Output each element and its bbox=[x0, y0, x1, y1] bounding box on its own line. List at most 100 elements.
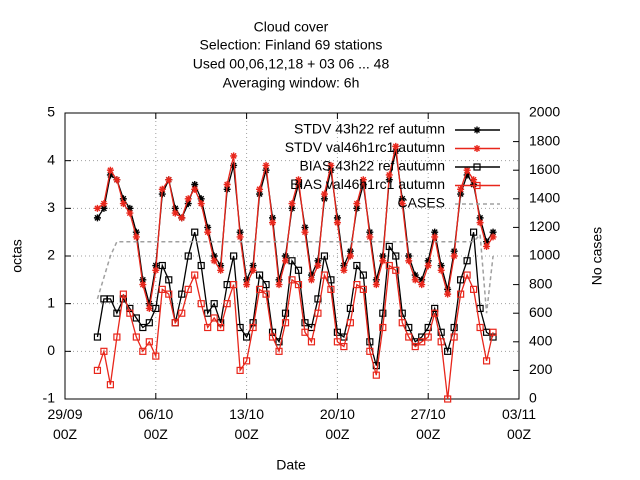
marker bbox=[262, 281, 270, 289]
marker bbox=[100, 347, 108, 355]
marker bbox=[463, 166, 471, 174]
marker bbox=[301, 228, 309, 236]
marker bbox=[483, 242, 491, 250]
chart-title: Averaging window: 6h bbox=[223, 75, 360, 91]
marker bbox=[171, 319, 179, 327]
marker bbox=[152, 266, 160, 274]
marker bbox=[210, 314, 218, 322]
marker bbox=[463, 171, 471, 179]
x-tick-label: 13/10 00Z bbox=[229, 406, 265, 442]
plot-frame bbox=[64, 112, 520, 400]
marker bbox=[405, 257, 413, 265]
marker bbox=[476, 219, 484, 227]
marker bbox=[139, 323, 147, 332]
marker bbox=[255, 271, 264, 279]
marker bbox=[327, 285, 335, 293]
marker bbox=[372, 281, 380, 289]
y2-tick-label: 600 bbox=[529, 304, 553, 320]
marker bbox=[489, 233, 497, 241]
marker bbox=[392, 142, 400, 150]
marker bbox=[282, 257, 290, 265]
marker bbox=[249, 266, 257, 274]
legend-label: STDV 43h22 ref autumn bbox=[294, 121, 445, 137]
marker bbox=[197, 300, 205, 308]
marker bbox=[165, 276, 173, 284]
marker bbox=[320, 190, 328, 198]
marker bbox=[230, 161, 238, 169]
marker bbox=[372, 371, 380, 379]
marker bbox=[243, 333, 251, 341]
marker bbox=[418, 338, 426, 346]
marker bbox=[158, 185, 166, 193]
marker bbox=[489, 228, 497, 236]
marker bbox=[126, 209, 134, 217]
marker bbox=[320, 252, 329, 260]
marker bbox=[431, 233, 439, 241]
marker bbox=[366, 347, 374, 355]
marker bbox=[217, 266, 225, 274]
marker bbox=[191, 271, 199, 279]
marker bbox=[307, 276, 315, 284]
marker bbox=[119, 195, 127, 203]
marker bbox=[106, 381, 115, 389]
marker bbox=[100, 200, 108, 208]
marker bbox=[165, 290, 173, 298]
marker bbox=[411, 276, 419, 284]
marker bbox=[191, 228, 199, 236]
marker bbox=[197, 261, 205, 270]
marker bbox=[275, 338, 283, 346]
marker bbox=[457, 290, 465, 298]
series-line bbox=[96, 231, 494, 366]
marker bbox=[262, 290, 270, 298]
marker bbox=[119, 290, 127, 298]
marker bbox=[489, 328, 497, 336]
marker bbox=[463, 257, 471, 265]
marker bbox=[106, 171, 114, 179]
x-tick-label: 03/11 00Z bbox=[502, 406, 536, 442]
marker bbox=[171, 209, 179, 217]
y2-tick-label: 1600 bbox=[529, 161, 560, 177]
marker bbox=[281, 319, 290, 327]
marker bbox=[132, 314, 140, 322]
marker bbox=[106, 295, 115, 303]
marker bbox=[411, 342, 419, 351]
marker bbox=[204, 223, 212, 231]
x-tick-label: 27/10 00Z bbox=[410, 406, 446, 442]
marker bbox=[269, 219, 277, 227]
marker bbox=[268, 333, 277, 341]
marker bbox=[255, 285, 264, 293]
legend-label: STDV val46h1rc1 autumn bbox=[285, 139, 445, 155]
marker bbox=[418, 281, 426, 289]
marker bbox=[281, 309, 290, 317]
marker bbox=[379, 257, 387, 265]
marker bbox=[139, 281, 147, 289]
marker bbox=[431, 304, 439, 313]
marker bbox=[405, 333, 413, 341]
marker bbox=[191, 181, 199, 188]
marker bbox=[307, 338, 316, 346]
legend-label: BIAS val46h1rc1 autumn bbox=[290, 176, 445, 192]
marker bbox=[197, 195, 205, 203]
y2-tick-label: 2000 bbox=[529, 104, 560, 120]
marker bbox=[385, 171, 393, 179]
marker bbox=[132, 333, 140, 341]
marker bbox=[359, 271, 367, 279]
marker bbox=[249, 323, 257, 332]
marker bbox=[444, 290, 452, 298]
marker bbox=[132, 228, 140, 236]
marker bbox=[385, 242, 393, 251]
marker bbox=[482, 357, 491, 365]
marker bbox=[444, 395, 452, 403]
marker bbox=[333, 338, 341, 346]
y-tick-label: 1 bbox=[47, 294, 55, 310]
marker bbox=[178, 214, 186, 222]
marker bbox=[210, 257, 218, 265]
marker bbox=[236, 366, 244, 374]
marker bbox=[106, 166, 114, 174]
marker bbox=[158, 261, 166, 270]
marker bbox=[100, 204, 108, 212]
marker bbox=[340, 266, 348, 274]
marker bbox=[230, 281, 238, 289]
marker bbox=[288, 276, 296, 284]
